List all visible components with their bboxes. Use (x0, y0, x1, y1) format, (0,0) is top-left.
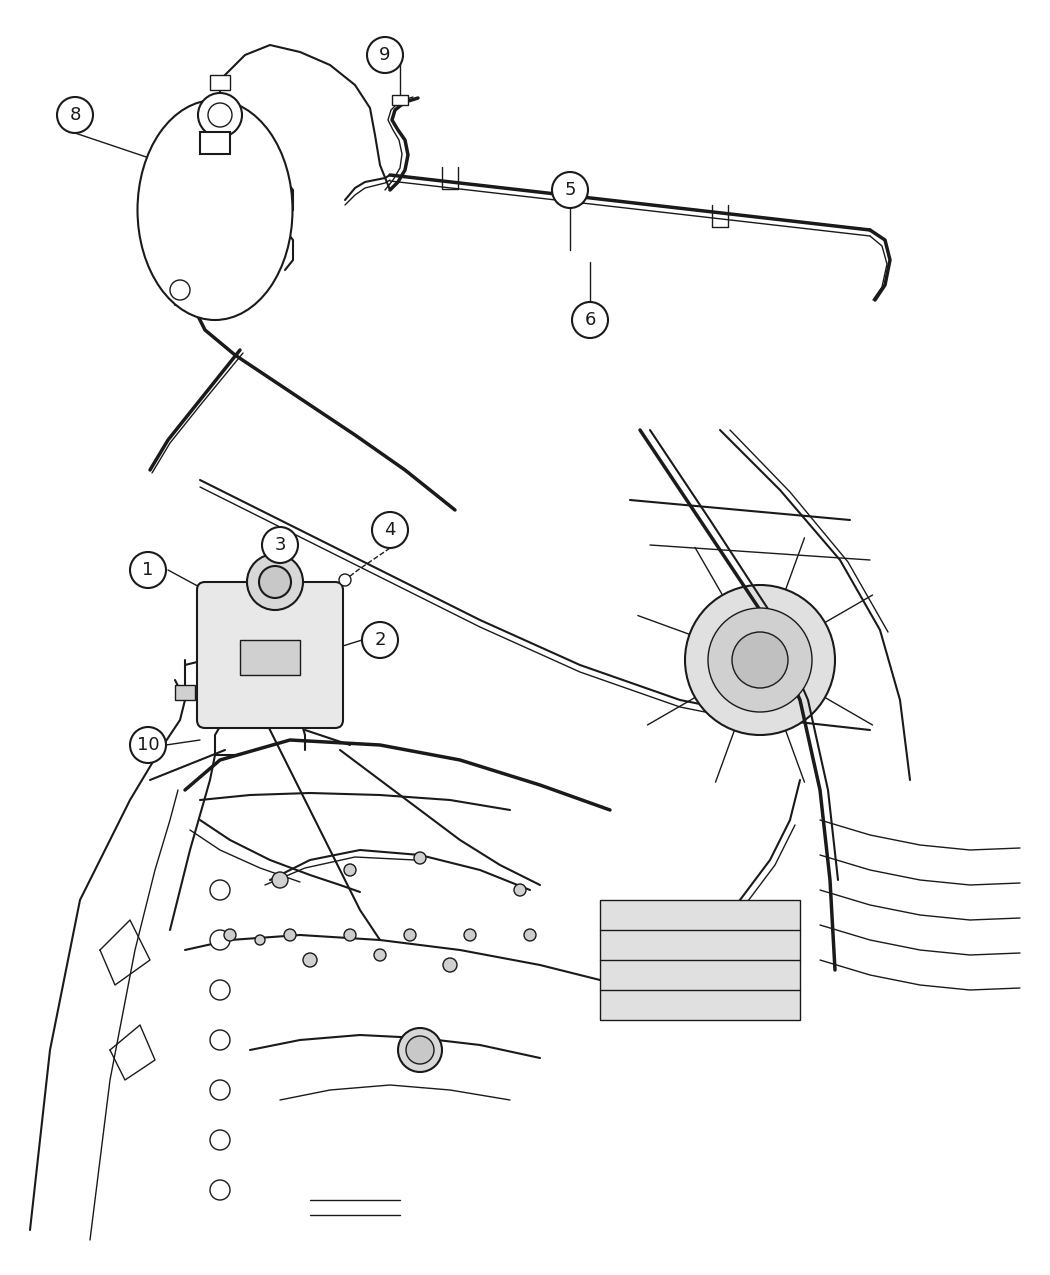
Text: 9: 9 (379, 46, 391, 64)
Circle shape (170, 280, 190, 300)
Circle shape (362, 622, 398, 658)
Circle shape (284, 929, 296, 941)
Circle shape (259, 566, 291, 598)
Bar (175, 685, 195, 700)
Bar (240, 640, 300, 674)
Circle shape (374, 949, 386, 961)
Bar (210, 75, 230, 91)
Circle shape (210, 980, 230, 1000)
Text: 10: 10 (136, 736, 160, 754)
Circle shape (198, 93, 242, 136)
Circle shape (210, 880, 230, 900)
FancyBboxPatch shape (197, 581, 343, 728)
Ellipse shape (138, 99, 293, 320)
Text: 3: 3 (274, 536, 286, 555)
Circle shape (210, 1130, 230, 1150)
Circle shape (339, 574, 351, 586)
Text: 2: 2 (374, 631, 385, 649)
Text: 8: 8 (69, 106, 81, 124)
Text: 4: 4 (384, 521, 396, 539)
Circle shape (443, 958, 457, 972)
Circle shape (685, 585, 835, 734)
Circle shape (572, 302, 608, 338)
Circle shape (552, 172, 588, 208)
Bar (200, 133, 230, 154)
Circle shape (414, 852, 426, 864)
Circle shape (732, 632, 788, 688)
Circle shape (272, 872, 288, 887)
Circle shape (262, 527, 298, 564)
Circle shape (210, 1080, 230, 1100)
Text: 5: 5 (564, 181, 575, 199)
Circle shape (210, 1179, 230, 1200)
Circle shape (344, 864, 356, 876)
Circle shape (524, 929, 536, 941)
Circle shape (210, 1030, 230, 1051)
Text: 1: 1 (143, 561, 153, 579)
Circle shape (303, 952, 317, 966)
Circle shape (514, 884, 526, 896)
Circle shape (406, 1037, 434, 1065)
Circle shape (210, 929, 230, 950)
Circle shape (224, 929, 236, 941)
Circle shape (57, 97, 93, 133)
Circle shape (368, 37, 403, 73)
Circle shape (464, 929, 476, 941)
Bar (600, 900, 800, 1020)
Circle shape (255, 935, 265, 945)
Circle shape (404, 929, 416, 941)
Bar (392, 96, 408, 105)
Circle shape (130, 552, 166, 588)
Circle shape (208, 103, 232, 128)
Circle shape (130, 727, 166, 762)
Circle shape (247, 555, 303, 609)
Circle shape (708, 608, 812, 711)
Circle shape (372, 513, 408, 548)
Circle shape (344, 929, 356, 941)
Circle shape (398, 1028, 442, 1072)
Text: 6: 6 (584, 311, 595, 329)
